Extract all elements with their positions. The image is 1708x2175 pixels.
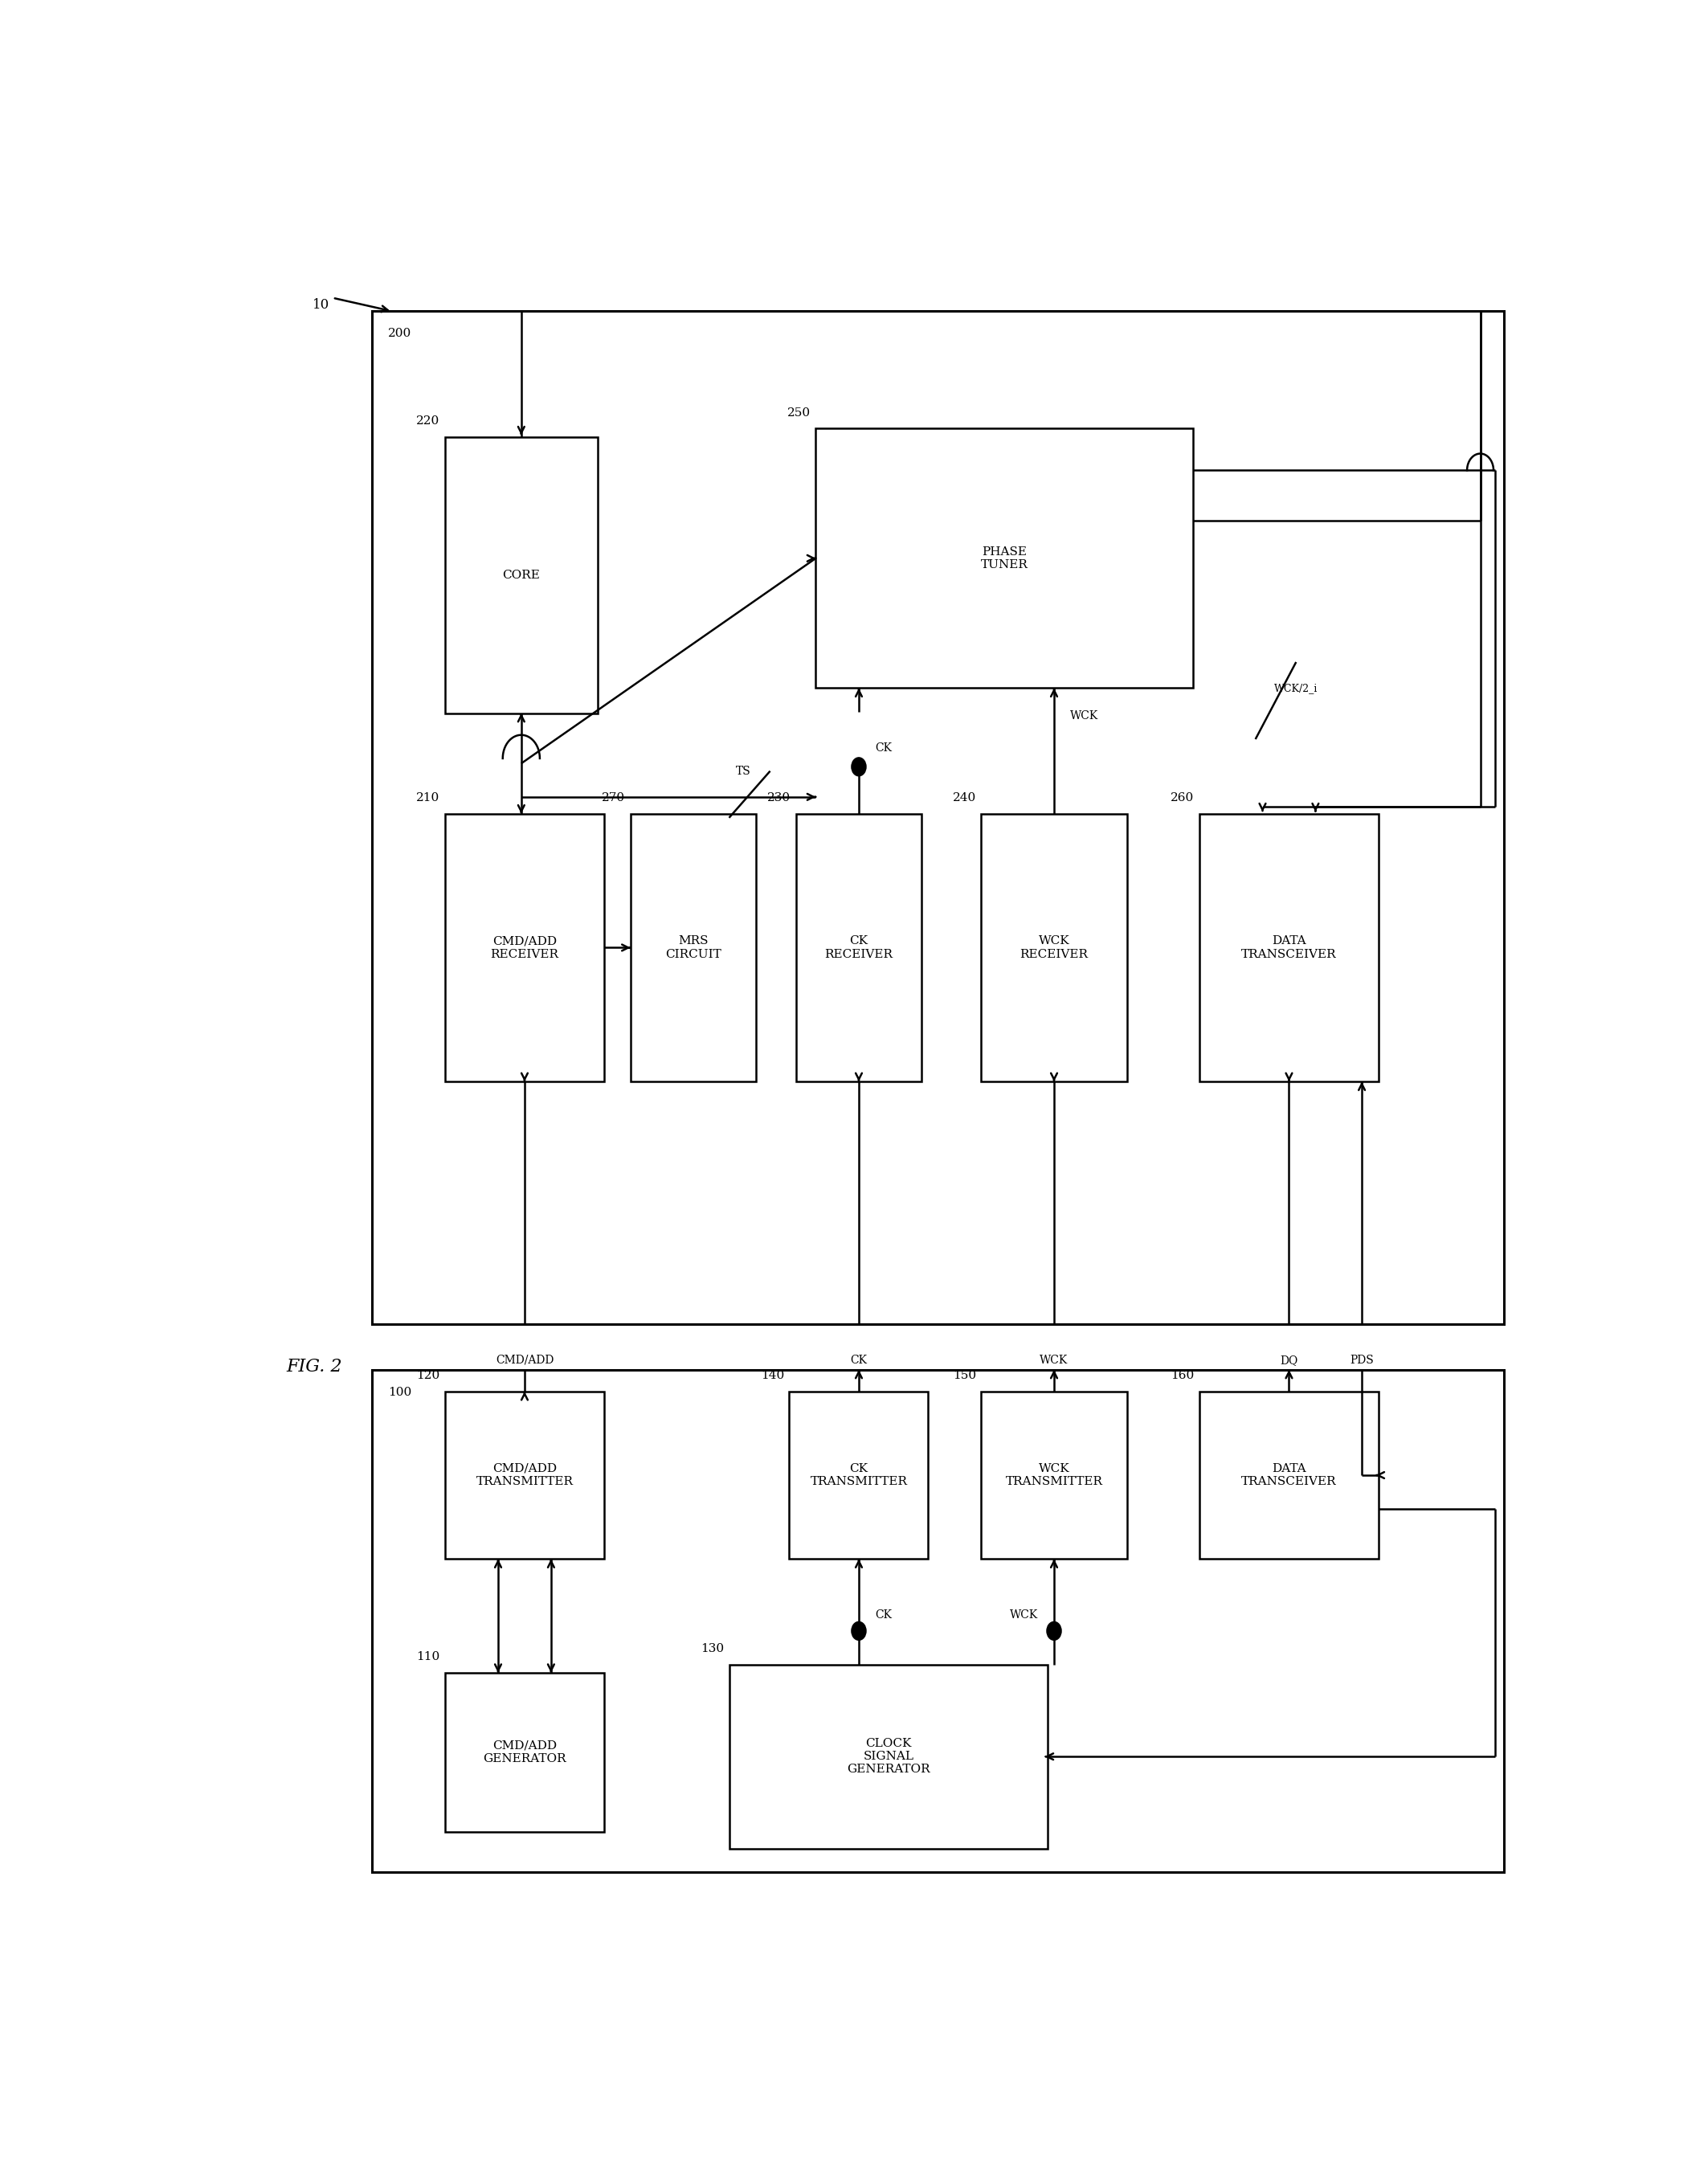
FancyBboxPatch shape — [789, 1392, 929, 1559]
Text: 160: 160 — [1172, 1370, 1194, 1381]
Circle shape — [1047, 1623, 1061, 1640]
FancyBboxPatch shape — [446, 437, 598, 713]
Text: 110: 110 — [417, 1651, 441, 1662]
Text: CK: CK — [874, 742, 892, 753]
Text: PDS: PDS — [1349, 1355, 1373, 1366]
Text: 150: 150 — [953, 1370, 975, 1381]
Text: 200: 200 — [388, 328, 412, 339]
FancyBboxPatch shape — [446, 1673, 605, 1831]
Text: CMD/ADD
RECEIVER: CMD/ADD RECEIVER — [490, 935, 559, 959]
Text: MRS
CIRCUIT: MRS CIRCUIT — [666, 935, 721, 959]
Text: 220: 220 — [417, 415, 441, 426]
Text: 250: 250 — [787, 407, 811, 418]
FancyBboxPatch shape — [1199, 813, 1378, 1081]
Text: 270: 270 — [601, 792, 625, 803]
Text: WCK: WCK — [1040, 1355, 1068, 1366]
FancyBboxPatch shape — [980, 1392, 1127, 1559]
Text: CMD/ADD: CMD/ADD — [495, 1355, 553, 1366]
Text: CK
RECEIVER: CK RECEIVER — [825, 935, 893, 959]
Text: CMD/ADD
GENERATOR: CMD/ADD GENERATOR — [483, 1740, 565, 1764]
Text: 120: 120 — [417, 1370, 441, 1381]
Text: DATA
TRANSCEIVER: DATA TRANSCEIVER — [1242, 935, 1337, 959]
FancyBboxPatch shape — [980, 813, 1127, 1081]
Text: 240: 240 — [953, 792, 975, 803]
Text: 210: 210 — [417, 792, 441, 803]
Text: 130: 130 — [700, 1642, 724, 1655]
Text: TS: TS — [736, 766, 750, 776]
Text: CK
TRANSMITTER: CK TRANSMITTER — [810, 1464, 907, 1488]
FancyBboxPatch shape — [796, 813, 922, 1081]
Text: WCK/2_i: WCK/2_i — [1274, 683, 1317, 694]
Text: CK: CK — [874, 1610, 892, 1620]
Text: WCK
TRANSMITTER: WCK TRANSMITTER — [1006, 1464, 1103, 1488]
Circle shape — [852, 757, 866, 776]
Text: 100: 100 — [388, 1385, 412, 1399]
FancyBboxPatch shape — [372, 311, 1505, 1325]
Text: 10: 10 — [313, 298, 330, 311]
FancyBboxPatch shape — [630, 813, 757, 1081]
Text: DATA
TRANSCEIVER: DATA TRANSCEIVER — [1242, 1464, 1337, 1488]
FancyBboxPatch shape — [816, 428, 1192, 687]
Text: WCK: WCK — [1069, 711, 1098, 722]
Text: PHASE
TUNER: PHASE TUNER — [980, 546, 1028, 570]
FancyBboxPatch shape — [446, 1392, 605, 1559]
Text: CLOCK
SIGNAL
GENERATOR: CLOCK SIGNAL GENERATOR — [847, 1738, 931, 1775]
Text: CK: CK — [851, 1355, 868, 1366]
FancyBboxPatch shape — [1199, 1392, 1378, 1559]
Text: 140: 140 — [760, 1370, 784, 1381]
Text: DQ: DQ — [1279, 1355, 1298, 1366]
Text: 230: 230 — [767, 792, 791, 803]
FancyBboxPatch shape — [729, 1664, 1047, 1849]
Text: 260: 260 — [1172, 792, 1194, 803]
Text: CMD/ADD
TRANSMITTER: CMD/ADD TRANSMITTER — [477, 1464, 574, 1488]
Text: FIG. 2: FIG. 2 — [287, 1357, 342, 1375]
Text: WCK
RECEIVER: WCK RECEIVER — [1020, 935, 1088, 959]
Text: WCK: WCK — [1009, 1610, 1038, 1620]
Circle shape — [852, 1623, 866, 1640]
Text: CORE: CORE — [502, 570, 540, 581]
FancyBboxPatch shape — [446, 813, 605, 1081]
FancyBboxPatch shape — [372, 1370, 1505, 1873]
